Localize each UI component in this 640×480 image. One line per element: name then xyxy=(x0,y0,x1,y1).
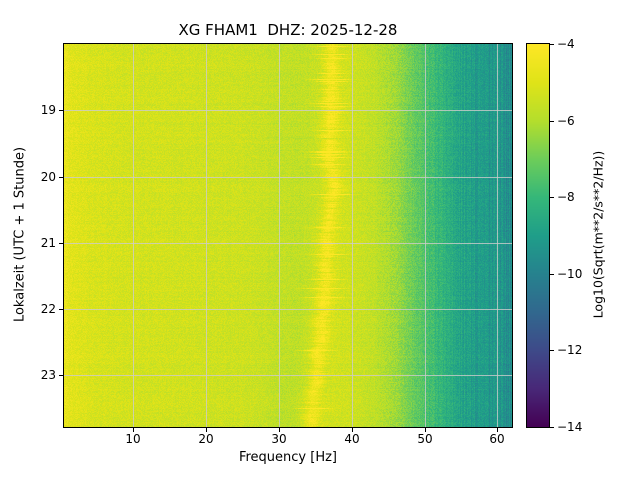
y-axis-label: Lokalzeit (UTC + 1 Stunde) xyxy=(12,146,28,323)
y-tick-mark xyxy=(59,375,63,376)
x-tick-label: 30 xyxy=(271,432,287,446)
colorbar-tick-label: −14 xyxy=(557,420,583,434)
y-tick-label: 19 xyxy=(40,103,56,117)
x-tick-mark xyxy=(206,428,207,432)
colorbar-tick-label: −4 xyxy=(557,37,575,51)
y-tick-label: 22 xyxy=(40,302,56,316)
y-tick-mark xyxy=(59,177,63,178)
colorbar-tick-label: −10 xyxy=(557,267,583,281)
colorbar-tick-label: −8 xyxy=(557,190,575,204)
colorbar-tick-mark xyxy=(550,44,554,45)
plot-title: XG FHAM1 DHZ: 2025-12-28 xyxy=(178,21,398,39)
x-axis-label: Frequency [Hz] xyxy=(238,450,338,465)
y-tick-label: 23 xyxy=(40,368,56,382)
colorbar-gradient xyxy=(526,43,550,428)
colorbar-tick-mark xyxy=(550,197,554,198)
y-tick-mark xyxy=(59,110,63,111)
colorbar-tick-label: −6 xyxy=(557,114,575,128)
colorbar-tick-label: −12 xyxy=(557,343,583,357)
x-tick-mark xyxy=(133,428,134,432)
colorbar-tick-mark xyxy=(550,427,554,428)
y-tick-label: 21 xyxy=(40,236,56,250)
colorbar-tick-mark xyxy=(550,121,554,122)
x-tick-mark xyxy=(425,428,426,432)
y-tick-label: 20 xyxy=(40,170,56,184)
x-tick-label: 50 xyxy=(417,432,433,446)
x-tick-mark xyxy=(279,428,280,432)
x-tick-label: 10 xyxy=(125,432,141,446)
y-tick-mark xyxy=(59,243,63,244)
colorbar-label: Log10(Sqrt(m**2/s**2/Hz)) xyxy=(590,150,606,319)
colorbar-tick-mark xyxy=(550,350,554,351)
x-tick-mark xyxy=(352,428,353,432)
x-tick-label: 60 xyxy=(489,432,505,446)
y-tick-mark xyxy=(59,309,63,310)
colorbar-tick-mark xyxy=(550,274,554,275)
spectrogram-heatmap xyxy=(63,43,513,428)
x-tick-label: 20 xyxy=(198,432,214,446)
x-tick-mark xyxy=(497,428,498,432)
x-tick-label: 40 xyxy=(344,432,360,446)
